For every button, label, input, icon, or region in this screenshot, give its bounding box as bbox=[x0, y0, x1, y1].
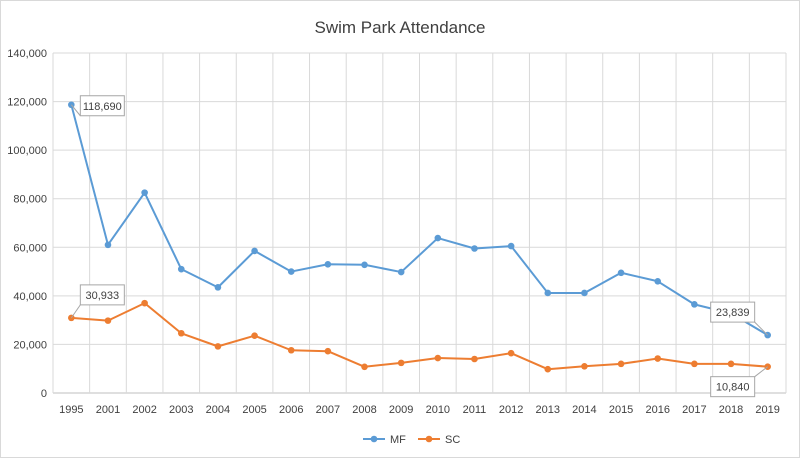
callout-leader bbox=[70, 304, 81, 319]
callout-box bbox=[710, 301, 756, 323]
data-point-sc bbox=[617, 360, 625, 368]
data-point-mf bbox=[434, 234, 442, 242]
legend-label-sc: SC bbox=[445, 434, 460, 446]
data-point-mf bbox=[544, 289, 552, 297]
data-point-sc bbox=[177, 329, 185, 337]
data-point-sc bbox=[361, 363, 368, 371]
data-point-mf bbox=[141, 189, 148, 196]
x-tick-label: 2003 bbox=[169, 404, 193, 416]
y-tick-label: 100,000 bbox=[7, 145, 47, 157]
legend-label-mf: MF bbox=[390, 434, 406, 446]
y-tick-label: 140,000 bbox=[7, 48, 47, 60]
data-point-sc bbox=[691, 360, 698, 368]
y-tick-label: 80,000 bbox=[13, 194, 47, 206]
x-tick-label: 2015 bbox=[609, 404, 633, 416]
x-tick-label: 2019 bbox=[755, 404, 779, 416]
y-tick-label: 20,000 bbox=[13, 339, 47, 351]
series-line-sc bbox=[71, 302, 768, 371]
x-tick-label: 2001 bbox=[96, 404, 120, 416]
data-point-sc bbox=[544, 365, 552, 373]
data-point-mf bbox=[654, 277, 662, 285]
x-tick-label: 2012 bbox=[499, 404, 523, 416]
data-point-sc bbox=[397, 359, 405, 367]
x-axis-ticks: 1995 2001 2002 2003 2004 2005 2006 2007 2008 2009… bbox=[59, 404, 780, 416]
x-tick-label: 2005 bbox=[242, 404, 266, 416]
legend-marker-sc bbox=[425, 435, 433, 443]
data-point-sc bbox=[324, 347, 332, 355]
grid bbox=[52, 52, 787, 394]
data-label: 118,690 bbox=[83, 101, 122, 113]
y-tick-label: 120,000 bbox=[7, 97, 47, 109]
x-tick-label: 2002 bbox=[132, 404, 156, 416]
y-tick-label: 40,000 bbox=[13, 291, 47, 303]
data-point-mf bbox=[104, 241, 112, 249]
data-point-mf bbox=[177, 265, 185, 273]
callout-leader bbox=[754, 366, 768, 378]
callout-leader bbox=[70, 104, 81, 117]
series-line-mf bbox=[70, 104, 769, 336]
y-tick-label: 0 bbox=[41, 388, 47, 400]
data-point-mf bbox=[617, 269, 625, 277]
x-tick-label: 2016 bbox=[645, 404, 669, 416]
data-point-mf bbox=[214, 284, 222, 291]
legend: MF SC bbox=[363, 434, 460, 446]
data-point-sc bbox=[214, 343, 222, 350]
data-point-sc bbox=[581, 362, 588, 370]
x-tick-label: 2007 bbox=[316, 404, 340, 416]
x-tick-label: 2017 bbox=[682, 404, 706, 416]
y-tick-label: 60,000 bbox=[13, 242, 47, 254]
data-point-mf bbox=[471, 245, 478, 252]
callout-box bbox=[79, 95, 125, 117]
data-label: 30,933 bbox=[85, 290, 119, 302]
data-point-sc bbox=[727, 360, 735, 368]
data-label: 10,840 bbox=[716, 382, 750, 394]
callout-box bbox=[710, 376, 756, 398]
data-point-mf bbox=[397, 268, 405, 276]
x-tick-label: 2008 bbox=[352, 404, 376, 416]
y-axis-ticks: 0 20,000 40,000 60,000 80,000 100,000 120,000 1… bbox=[7, 48, 47, 400]
callouts-layer: 118,690 30,933 23,839 10,840 bbox=[70, 95, 769, 398]
data-point-sc bbox=[251, 332, 258, 339]
x-tick-label: 2018 bbox=[719, 404, 743, 416]
data-point-sc bbox=[104, 317, 112, 324]
x-tick-label: 2014 bbox=[572, 404, 596, 416]
x-tick-label: 2009 bbox=[389, 404, 413, 416]
x-tick-label: 2004 bbox=[206, 404, 230, 416]
data-point-mf bbox=[287, 268, 295, 275]
callout-leader bbox=[754, 321, 769, 336]
data-point-sc bbox=[507, 349, 515, 357]
data-label: 23,839 bbox=[716, 307, 750, 319]
callout-box bbox=[79, 284, 125, 306]
x-tick-label: 2006 bbox=[279, 404, 303, 416]
data-point-mf bbox=[691, 301, 698, 308]
chart-title: Swim Park Attendance bbox=[314, 18, 485, 37]
data-point-sc bbox=[141, 299, 148, 307]
data-point-mf bbox=[507, 242, 515, 250]
x-tick-label: 2010 bbox=[426, 404, 450, 416]
data-point-sc bbox=[434, 354, 442, 362]
data-point-mf bbox=[581, 289, 588, 297]
data-point-sc bbox=[654, 355, 662, 362]
x-tick-label: 2011 bbox=[463, 404, 487, 416]
legend-marker-mf bbox=[370, 435, 378, 443]
data-point-mf bbox=[324, 260, 332, 268]
data-point-mf bbox=[361, 261, 368, 269]
x-tick-label: 2013 bbox=[536, 404, 560, 416]
data-point-sc bbox=[287, 346, 295, 354]
data-point-mf bbox=[251, 247, 258, 255]
x-tick-label: 1995 bbox=[59, 404, 83, 416]
data-point-sc bbox=[471, 355, 478, 363]
